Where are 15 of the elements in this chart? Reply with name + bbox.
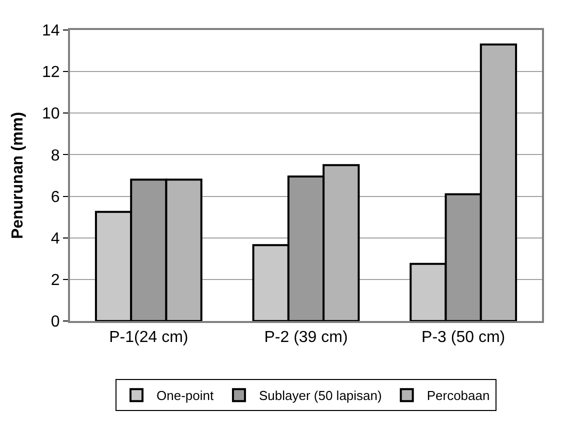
- x-tick-label: P-3 (50 cm): [422, 329, 506, 346]
- y-tick-label: 6: [50, 188, 60, 206]
- legend-label: Percobaan: [426, 388, 490, 404]
- y-tick-label: 12: [42, 64, 60, 82]
- y-axis-title: Penurunan (mm): [9, 112, 26, 240]
- y-tick-label: 4: [50, 230, 60, 248]
- x-tick-label: P-2 (39 cm): [264, 329, 348, 346]
- y-tick-label: 14: [42, 22, 60, 40]
- x-tick-label: P-1(24 cm): [109, 329, 188, 346]
- y-tick-label: 8: [50, 147, 60, 164]
- y-tick-label: 2: [50, 272, 60, 290]
- y-tick-label: 0: [50, 314, 60, 331]
- y-tick-label: 10: [42, 106, 60, 123]
- legend-label: Sublayer (50 lapisan): [258, 388, 382, 404]
- legend-label: One-point: [156, 388, 214, 404]
